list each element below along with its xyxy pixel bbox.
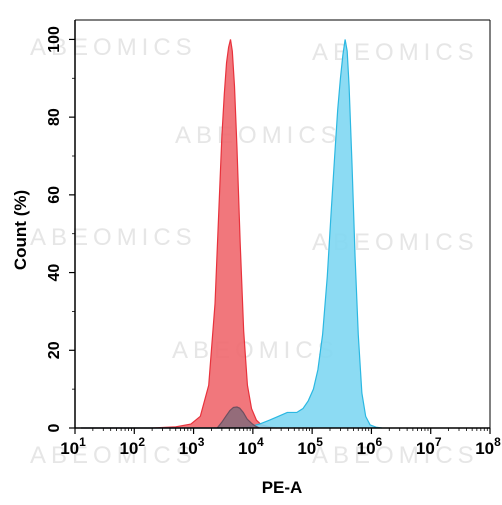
series-line-3 xyxy=(216,406,260,429)
y-tick-label: 100 xyxy=(46,26,63,53)
watermark-text: ABEOMICS xyxy=(312,39,479,66)
y-axis-ticks: 0 20 40 60 80 100 xyxy=(46,26,75,432)
watermark-text: ABEOMICS xyxy=(175,122,342,149)
watermark-text: ABEOMICS xyxy=(312,442,479,469)
y-tick-label: 80 xyxy=(46,108,63,126)
y-tick-label: 0 xyxy=(46,423,63,432)
series-line-2 xyxy=(80,39,382,429)
watermark-text: ABEOMICS xyxy=(172,337,339,364)
series-area-2 xyxy=(80,39,382,429)
plot-frame xyxy=(74,19,491,429)
y-tick-label: 20 xyxy=(46,341,63,359)
watermark-text: ABEOMICS xyxy=(30,442,197,469)
x-tick-label: 104 xyxy=(238,435,264,458)
x-tick-label: 107 xyxy=(416,435,442,458)
x-tick-label: 106 xyxy=(357,435,383,458)
watermark-text: ABEOMICS xyxy=(30,224,197,251)
x-tick-label: 105 xyxy=(297,435,323,458)
x-tick-label: 101 xyxy=(60,435,86,458)
watermark-text: ABEOMICS xyxy=(30,34,197,61)
x-tick-label: 108 xyxy=(475,435,501,458)
series-area-3 xyxy=(217,407,260,428)
watermark-layer: ABEOMICS ABEOMICS ABEOMICS ABEOMICS ABEO… xyxy=(30,34,479,469)
y-tick-label: 60 xyxy=(46,186,63,204)
y-axis-label: Count (%) xyxy=(11,190,30,270)
series-line-1 xyxy=(80,39,277,429)
x-tick-label: 103 xyxy=(179,435,205,458)
series-area-1 xyxy=(80,39,277,429)
x-axis-label: PE-A xyxy=(262,478,303,497)
y-tick-label: 40 xyxy=(46,264,63,282)
x-axis-ticks: 101 102 103 104 105 106 107 108 xyxy=(60,428,501,458)
x-tick-label: 102 xyxy=(119,435,145,458)
series-layer xyxy=(80,39,382,429)
